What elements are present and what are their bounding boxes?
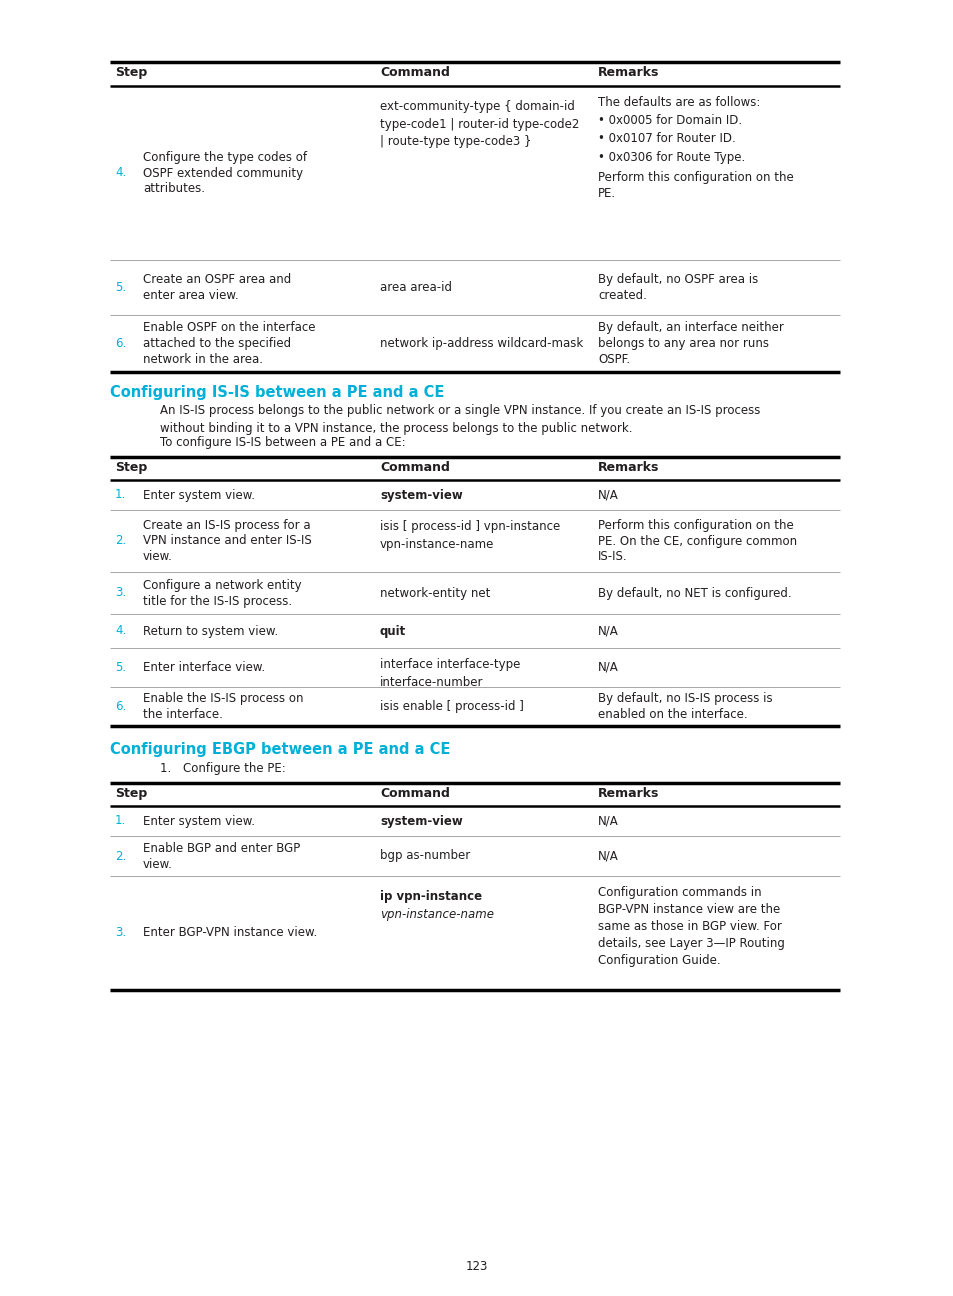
Text: Command: Command — [379, 787, 450, 800]
Text: Enter BGP-VPN instance view.: Enter BGP-VPN instance view. — [143, 927, 317, 940]
Text: 3.: 3. — [115, 587, 126, 600]
Text: quit: quit — [379, 625, 406, 638]
Text: ip vpn-instance: ip vpn-instance — [379, 890, 481, 903]
Text: N/A: N/A — [598, 625, 618, 638]
Text: area area-id: area area-id — [379, 281, 452, 294]
Text: The defaults are as follows:: The defaults are as follows: — [598, 96, 760, 109]
Text: Create an IS-IS process for a
VPN instance and enter IS-IS
view.: Create an IS-IS process for a VPN instan… — [143, 518, 312, 564]
Text: N/A: N/A — [598, 661, 618, 674]
Text: Remarks: Remarks — [598, 461, 659, 474]
Text: system-view: system-view — [379, 814, 462, 828]
Text: By default, no OSPF area is
created.: By default, no OSPF area is created. — [598, 273, 758, 302]
Text: Enable the IS-IS process on
the interface.: Enable the IS-IS process on the interfac… — [143, 692, 303, 721]
Text: 5.: 5. — [115, 661, 126, 674]
Text: Step: Step — [115, 66, 147, 79]
Text: network ip-address wildcard-mask: network ip-address wildcard-mask — [379, 337, 582, 350]
Text: network-entity net: network-entity net — [379, 587, 490, 600]
Text: Configuring EBGP between a PE and a CE: Configuring EBGP between a PE and a CE — [110, 743, 450, 757]
Text: 1.: 1. — [115, 814, 126, 828]
Text: Enable OSPF on the interface
attached to the specified
network in the area.: Enable OSPF on the interface attached to… — [143, 321, 315, 365]
Text: Enter system view.: Enter system view. — [143, 814, 254, 828]
Text: 4.: 4. — [115, 625, 126, 638]
Text: 4.: 4. — [115, 166, 126, 180]
Text: • 0x0005 for Domain ID.: • 0x0005 for Domain ID. — [598, 114, 741, 127]
Text: Remarks: Remarks — [598, 66, 659, 79]
Text: N/A: N/A — [598, 489, 618, 502]
Text: By default, no IS-IS process is
enabled on the interface.: By default, no IS-IS process is enabled … — [598, 692, 772, 721]
Text: 2.: 2. — [115, 849, 126, 863]
Text: • 0x0107 for Router ID.: • 0x0107 for Router ID. — [598, 132, 735, 145]
Text: Command: Command — [379, 461, 450, 474]
Text: 6.: 6. — [115, 700, 126, 713]
Text: Step: Step — [115, 461, 147, 474]
Text: | route-type type-code3 }: | route-type type-code3 } — [379, 135, 531, 148]
Text: isis [ process-id ] vpn-instance: isis [ process-id ] vpn-instance — [379, 520, 559, 533]
Text: Configuration commands in
BGP-VPN instance view are the
same as those in BGP vie: Configuration commands in BGP-VPN instan… — [598, 886, 784, 967]
Text: 2.: 2. — [115, 534, 126, 547]
Text: ext-community-type { domain-id: ext-community-type { domain-id — [379, 100, 575, 113]
Text: interface interface-type: interface interface-type — [379, 658, 519, 671]
Text: N/A: N/A — [598, 814, 618, 828]
Text: To configure IS-IS between a PE and a CE:: To configure IS-IS between a PE and a CE… — [160, 435, 405, 448]
Text: 5.: 5. — [115, 281, 126, 294]
Text: 123: 123 — [465, 1260, 488, 1273]
Text: Create an OSPF area and
enter area view.: Create an OSPF area and enter area view. — [143, 273, 291, 302]
Text: N/A: N/A — [598, 849, 618, 863]
Text: Return to system view.: Return to system view. — [143, 625, 278, 638]
Text: Configure the type codes of
OSPF extended community
attributes.: Configure the type codes of OSPF extende… — [143, 150, 307, 196]
Text: Enter interface view.: Enter interface view. — [143, 661, 265, 674]
Text: By default, no NET is configured.: By default, no NET is configured. — [598, 587, 791, 600]
Text: Command: Command — [379, 66, 450, 79]
Text: An IS-IS process belongs to the public network or a single VPN instance. If you : An IS-IS process belongs to the public n… — [160, 404, 760, 435]
Text: isis enable [ process-id ]: isis enable [ process-id ] — [379, 700, 523, 713]
Text: Configuring IS-IS between a PE and a CE: Configuring IS-IS between a PE and a CE — [110, 385, 444, 400]
Text: Enable BGP and enter BGP
view.: Enable BGP and enter BGP view. — [143, 841, 300, 871]
Text: 6.: 6. — [115, 337, 126, 350]
Text: 3.: 3. — [115, 927, 126, 940]
Text: 1. Configure the PE:: 1. Configure the PE: — [160, 762, 286, 775]
Text: Perform this configuration on the
PE. On the CE, configure common
IS-IS.: Perform this configuration on the PE. On… — [598, 518, 797, 564]
Text: Remarks: Remarks — [598, 787, 659, 800]
Text: Enter system view.: Enter system view. — [143, 489, 254, 502]
Text: Step: Step — [115, 787, 147, 800]
Text: system-view: system-view — [379, 489, 462, 502]
Text: Perform this configuration on the
PE.: Perform this configuration on the PE. — [598, 171, 793, 201]
Text: vpn-instance-name: vpn-instance-name — [379, 538, 494, 551]
Text: interface-number: interface-number — [379, 675, 483, 688]
Text: vpn-instance-name: vpn-instance-name — [379, 908, 494, 921]
Text: type-code1 | router-id type-code2: type-code1 | router-id type-code2 — [379, 118, 578, 131]
Text: • 0x0306 for Route Type.: • 0x0306 for Route Type. — [598, 150, 744, 163]
Text: 1.: 1. — [115, 489, 126, 502]
Text: By default, an interface neither
belongs to any area nor runs
OSPF.: By default, an interface neither belongs… — [598, 321, 783, 365]
Text: Configure a network entity
title for the IS-IS process.: Configure a network entity title for the… — [143, 578, 301, 608]
Text: bgp as-number: bgp as-number — [379, 849, 470, 863]
